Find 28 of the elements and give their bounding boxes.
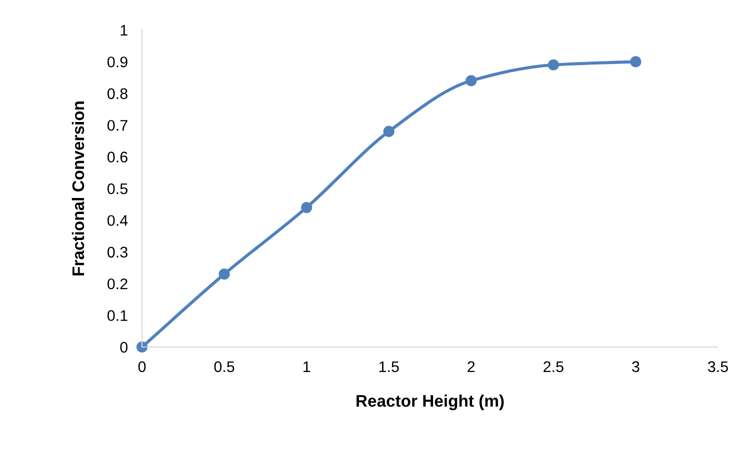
y-tick-label: 0.9 [107,56,128,68]
y-tick-label: 0.4 [107,215,128,226]
x-tick-label: 0 [138,361,146,372]
x-tick-label: 2 [468,361,475,372]
point [383,126,394,137]
y-tick-label: 0.1 [107,310,128,321]
y-tick-label: 0.6 [107,152,128,162]
point [301,202,312,214]
y-tick-label: 0.7 [107,120,128,131]
x-tick-label: 3.5 [708,361,728,372]
y-tick-label: 0 [120,342,128,353]
y-tick-label: 0.5 [107,183,128,194]
x-tick-label: 2.5 [544,361,564,372]
x-tick-label: 3 [632,361,640,372]
y-axis-title: Fractional Conversion [72,102,84,276]
point [466,75,477,86]
point [548,59,559,70]
x-tick-label: 0.5 [214,361,234,372]
x-tick-label: 1 [303,361,310,372]
point [218,268,230,280]
x-tick-label: 1.5 [379,361,399,372]
point [136,341,148,353]
y-tick-label: 0.8 [107,88,128,100]
y-tick-label: 0.3 [107,246,128,258]
y-tick-label: 0.2 [107,278,128,290]
point [630,56,642,68]
x-axis-title: Reactor Height (m) [356,394,504,410]
y-tick-label: 1 [120,25,128,36]
